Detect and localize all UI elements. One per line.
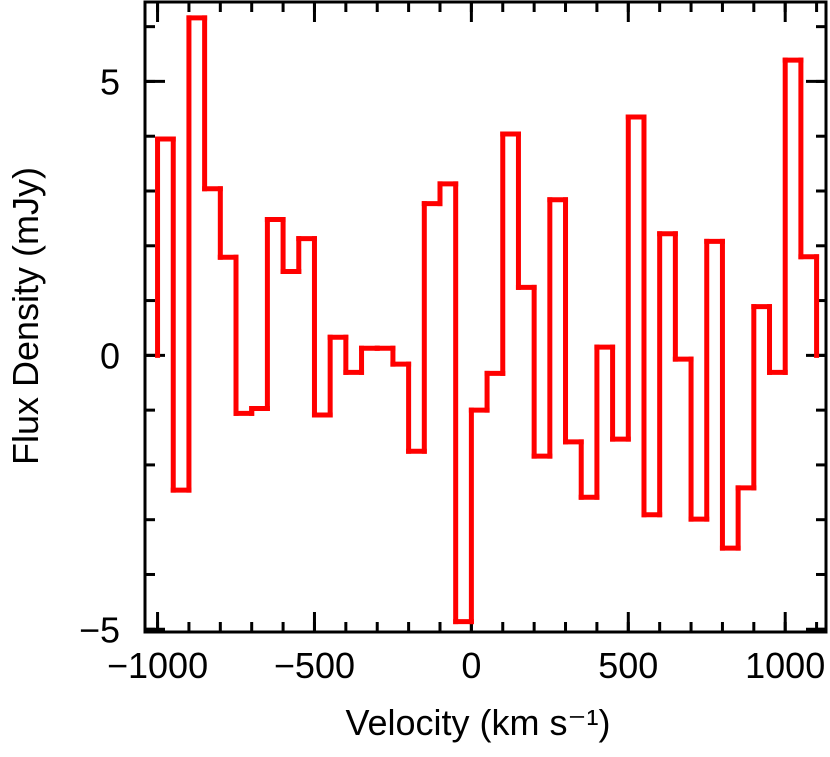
x-axis-label: Velocity (km s⁻¹) xyxy=(345,702,610,743)
x-tick-label: −500 xyxy=(274,645,355,686)
x-tick-label: 0 xyxy=(461,645,481,686)
step-riser xyxy=(155,15,820,625)
y-axis-label: Flux Density (mJy) xyxy=(5,167,46,465)
x-tick-label: 500 xyxy=(598,645,658,686)
plot-frame xyxy=(143,0,828,634)
x-tick-label: −1000 xyxy=(107,645,208,686)
y-tick-label: 5 xyxy=(100,61,120,102)
x-tick-label: 1000 xyxy=(745,645,825,686)
y-tick-label: −5 xyxy=(79,609,120,650)
y-tick-label: 0 xyxy=(100,335,120,376)
